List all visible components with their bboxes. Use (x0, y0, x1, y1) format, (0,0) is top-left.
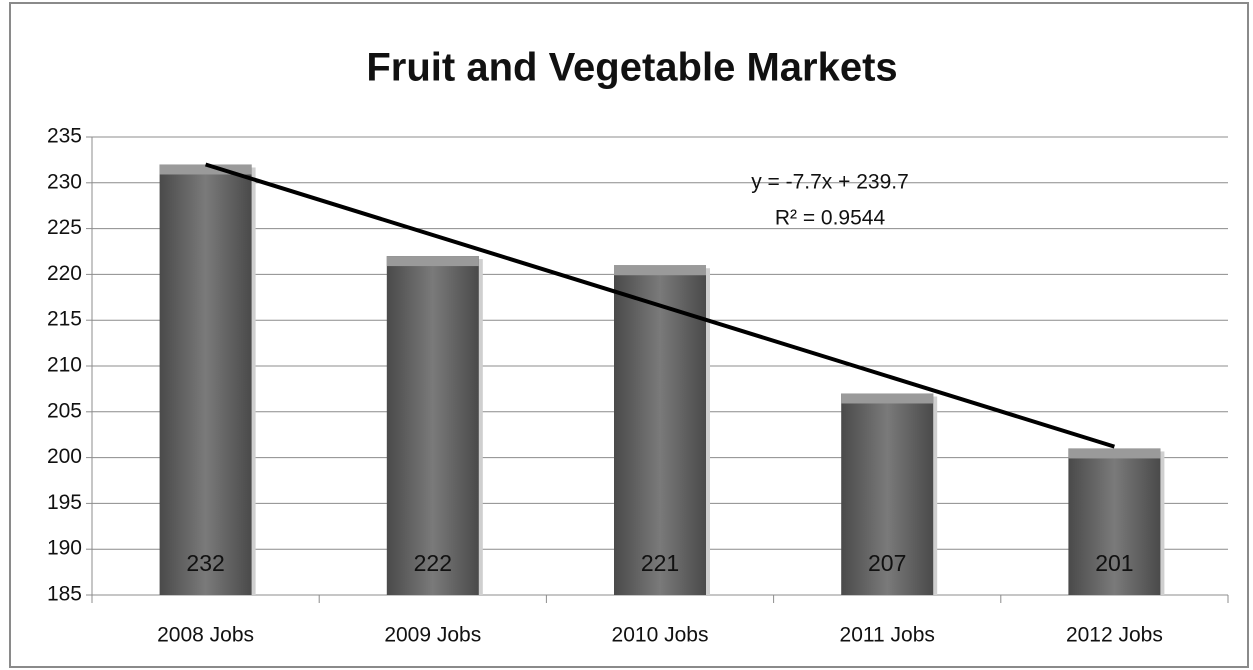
x-tick-label: 2011 Jobs (840, 624, 935, 647)
data-label: 207 (868, 550, 906, 576)
bar-cap (1068, 448, 1161, 459)
y-tick-label: 190 (47, 537, 82, 560)
y-tick-label: 210 (47, 354, 82, 377)
x-tick-label: 2008 Jobs (157, 624, 254, 647)
y-tick-label: 225 (47, 216, 82, 239)
y-tick-label: 220 (47, 262, 82, 285)
y-tick-label: 195 (47, 491, 82, 514)
bar (614, 265, 706, 595)
data-label: 222 (414, 550, 452, 576)
bar (386, 256, 479, 595)
bar (841, 393, 934, 595)
x-tick-label: 2009 Jobs (384, 624, 481, 647)
data-label: 201 (1095, 550, 1133, 576)
trendline-r-squared: R² = 0.9544 (775, 207, 886, 230)
y-tick-label: 215 (47, 308, 82, 331)
y-tick-label: 185 (47, 583, 82, 606)
chart-title: Fruit and Vegetable Markets (366, 46, 897, 90)
trendline-equation: y = -7.7x + 239.7 (751, 171, 909, 194)
x-tick-label: 2012 Jobs (1066, 624, 1163, 647)
y-tick-label: 205 (47, 399, 82, 422)
bar (1068, 448, 1161, 595)
bar-cap (159, 164, 252, 175)
y-tick-label: 235 (47, 125, 82, 148)
bar-cap (386, 256, 479, 267)
bar (159, 164, 252, 596)
bar-cap (614, 265, 706, 276)
bar-cap (841, 393, 934, 404)
data-label: 232 (186, 550, 224, 576)
x-tick-label: 2010 Jobs (612, 624, 709, 647)
y-tick-label: 230 (47, 170, 82, 193)
y-tick-label: 200 (47, 445, 82, 468)
trendline (205, 162, 1115, 449)
data-label: 221 (641, 550, 679, 576)
